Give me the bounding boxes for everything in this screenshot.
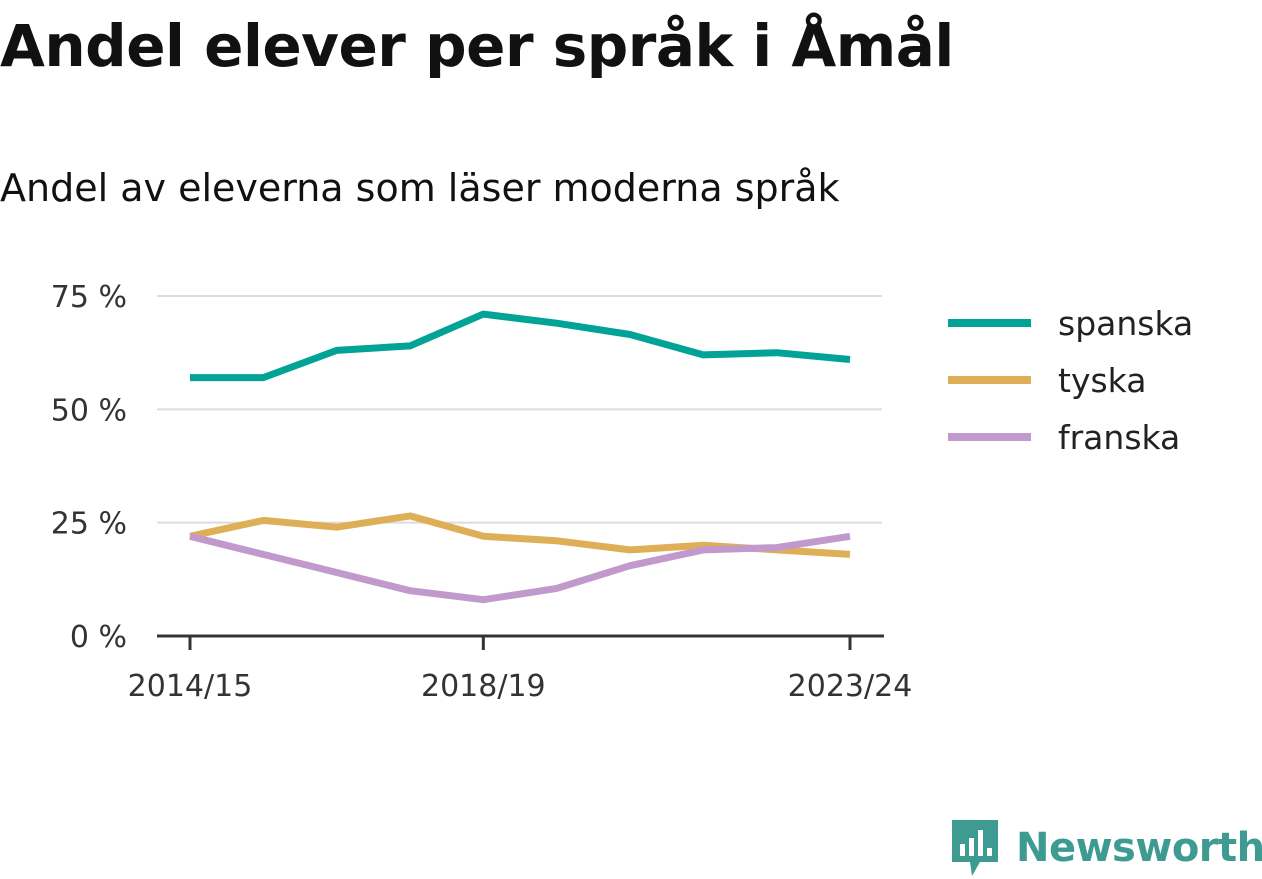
chart-title: Andel elever per språk i Åmål: [0, 12, 954, 80]
series-line-spanska: [190, 310, 851, 382]
chart-subtitle: Andel av eleverna som läser moderna språ…: [0, 166, 840, 210]
legend-label-franska: franska: [1058, 418, 1180, 457]
brand-name: Newsworthy: [1016, 825, 1262, 871]
series-lines: [189, 310, 851, 604]
legend-label-tyska: tyska: [1058, 361, 1146, 400]
x-tick-label: 2018/19: [421, 669, 546, 704]
legend-label-spanska: spanska: [1058, 304, 1193, 343]
y-tick-label: 50 %: [51, 393, 127, 428]
x-axis: 2014/15 2018/19 2023/24: [128, 634, 913, 704]
gridlines: [157, 295, 882, 524]
y-tick-label: 0 %: [70, 620, 127, 655]
x-tick-label: 2023/24: [788, 669, 913, 704]
y-tick-label: 75 %: [51, 280, 127, 315]
y-axis: 0 % 25 % 50 % 75 %: [51, 280, 127, 655]
y-tick-label: 25 %: [51, 507, 127, 542]
x-tick-label: 2014/15: [128, 669, 253, 704]
newsworthy-logo-icon: [952, 820, 998, 876]
series-line-franska: [189, 532, 851, 604]
legend: spanska tyska franska: [948, 304, 1193, 457]
brand-logo: Newsworthy: [950, 818, 1262, 878]
